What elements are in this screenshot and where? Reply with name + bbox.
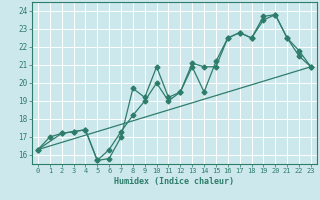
X-axis label: Humidex (Indice chaleur): Humidex (Indice chaleur) [115, 177, 234, 186]
